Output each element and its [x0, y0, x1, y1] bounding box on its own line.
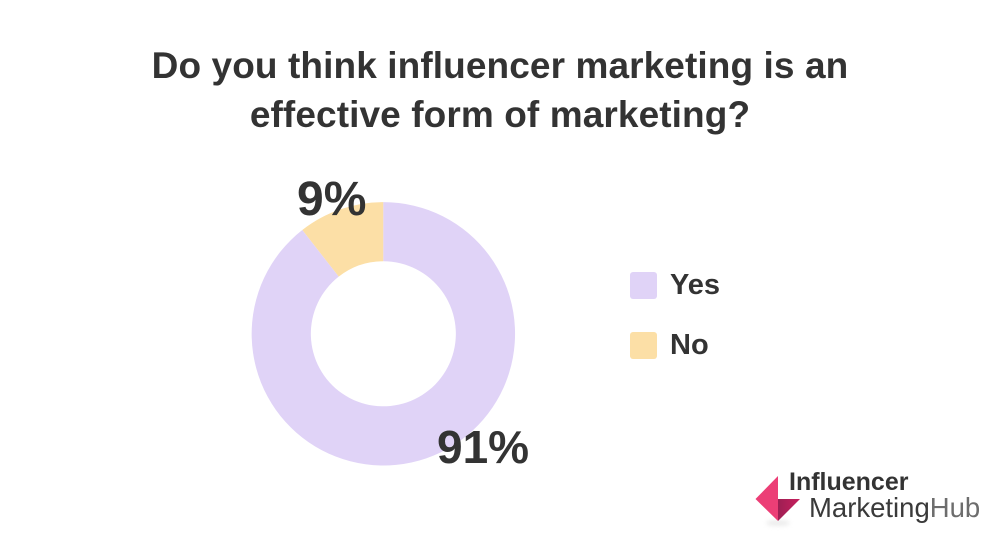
svg-text:MarketingHub: MarketingHub	[809, 492, 980, 523]
